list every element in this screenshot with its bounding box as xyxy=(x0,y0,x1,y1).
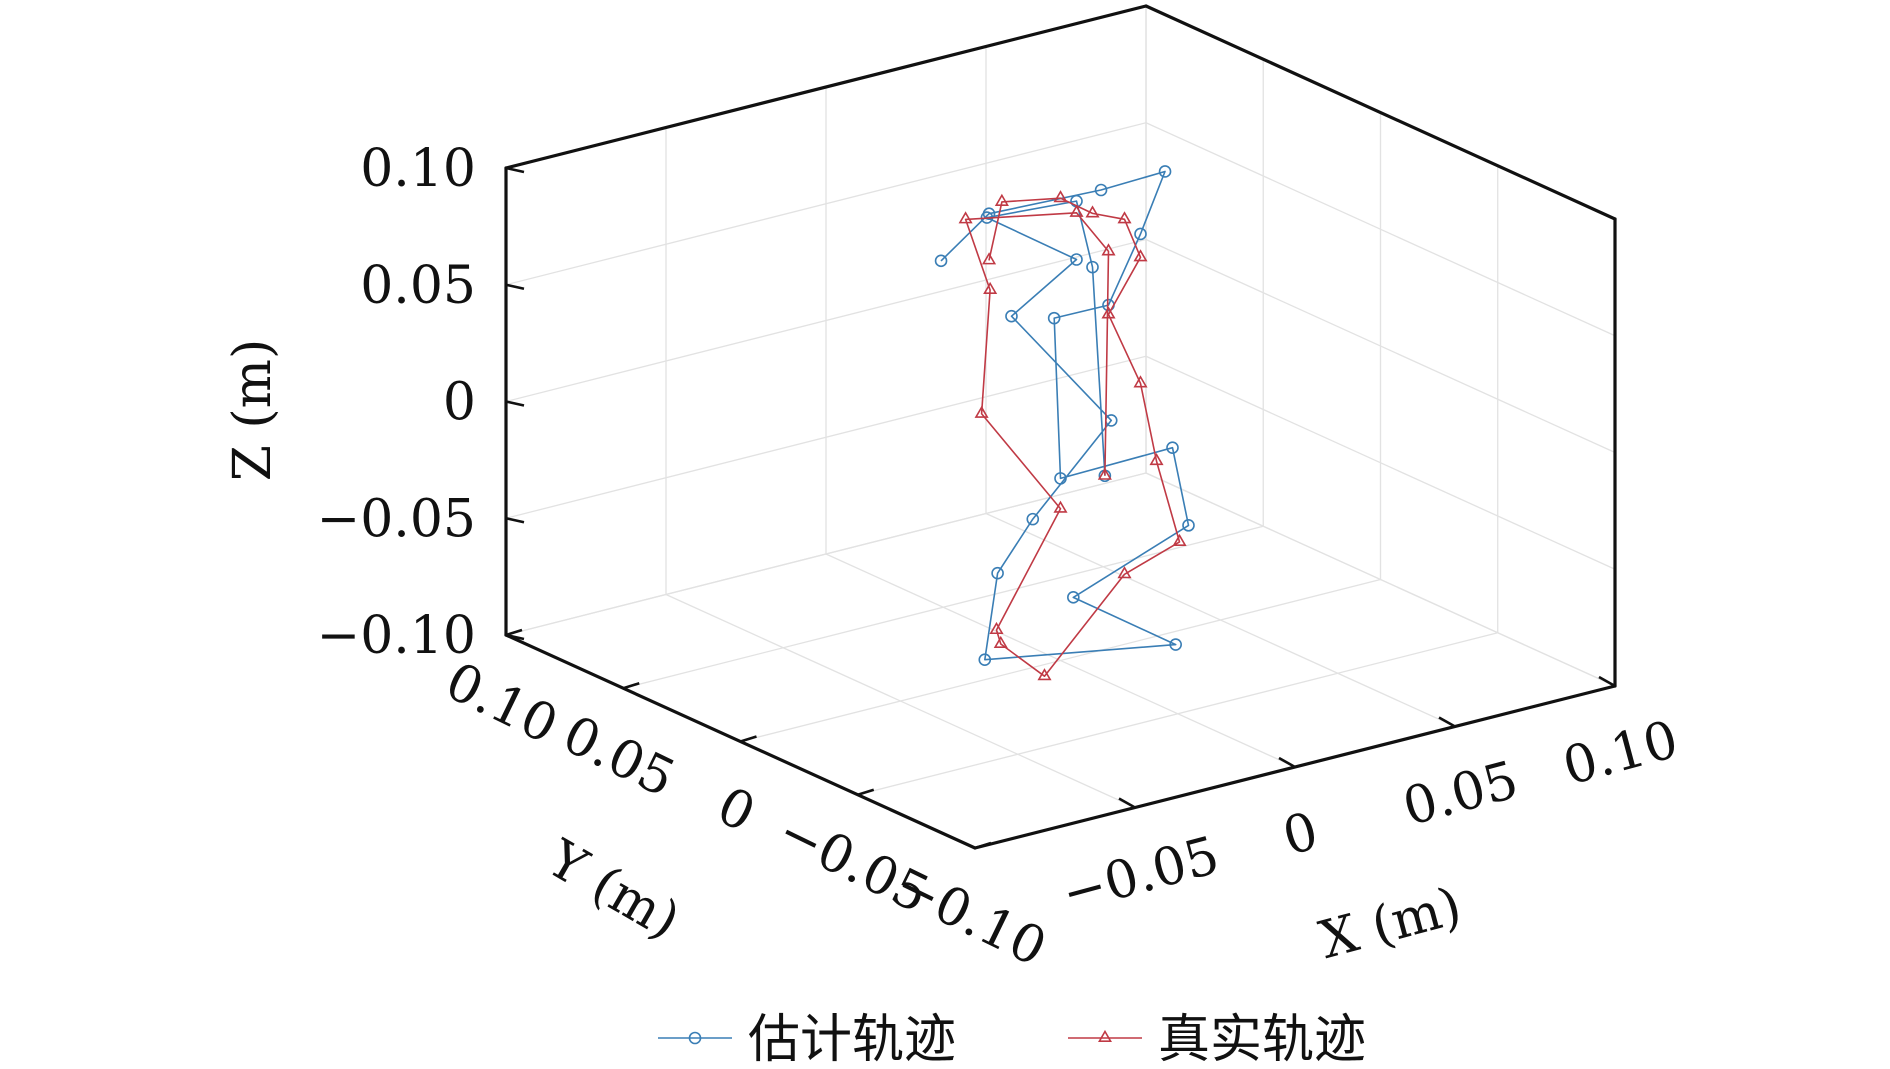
data-point-ground-truth xyxy=(994,193,1009,206)
series-layer xyxy=(934,165,1195,681)
z-tick-label: −0.10 xyxy=(317,606,476,666)
axis-ticks: 0.100.050−0.05−0.10−0.05 0 0.05 0.100.100.0… xyxy=(317,139,1685,979)
z-tick xyxy=(505,166,525,174)
legend-entry-estimated: 估计轨迹 xyxy=(658,1010,956,1069)
x-tick-label: 0 xyxy=(1277,801,1324,868)
x-tick xyxy=(1118,797,1136,809)
z-axis-label: Z (m) xyxy=(223,339,283,482)
data-point-estimated xyxy=(934,254,948,268)
y-tick xyxy=(505,628,523,637)
data-point-estimated xyxy=(1067,591,1080,604)
data-point-ground-truth xyxy=(1133,375,1148,388)
left-wall-gridline-z xyxy=(505,122,1147,286)
legend-marker-estimated xyxy=(688,1031,702,1045)
data-point-ground-truth xyxy=(958,211,973,224)
grid-lines xyxy=(505,5,1616,849)
y-tick xyxy=(974,841,992,850)
data-point-estimated xyxy=(978,653,992,667)
series-line-estimated xyxy=(940,170,1190,661)
top-back-right-edge xyxy=(1144,4,1617,221)
floor-gridline-x xyxy=(985,512,1456,728)
data-point-estimated xyxy=(1070,253,1083,266)
data-point-estimated xyxy=(1026,512,1040,526)
x-axis-label: X (m) xyxy=(1314,876,1468,971)
series-line-ground-truth xyxy=(964,197,1181,678)
legend-label-estimated: 估计轨迹 xyxy=(748,1010,956,1069)
data-point-ground-truth xyxy=(1172,533,1187,546)
y-tick xyxy=(740,735,757,743)
data-point-estimated xyxy=(1005,309,1018,323)
y-tick xyxy=(622,682,640,690)
x-tick xyxy=(1438,716,1456,728)
left-wall-gridline-z xyxy=(505,238,1147,403)
z-tick xyxy=(505,516,525,524)
top-back-left-edge xyxy=(504,4,1148,170)
x-tick-label: 0.05 xyxy=(1397,750,1524,838)
data-point-ground-truth xyxy=(1053,500,1068,513)
data-point-estimated xyxy=(1134,227,1147,241)
data-point-estimated xyxy=(1182,519,1195,532)
data-point-estimated xyxy=(1054,472,1067,485)
data-point-ground-truth xyxy=(983,281,998,295)
data-point-ground-truth xyxy=(989,621,1004,635)
data-point-ground-truth xyxy=(974,405,989,418)
data-point-estimated xyxy=(1166,441,1179,454)
data-point-ground-truth xyxy=(1097,467,1112,480)
y-tick-label: 0 xyxy=(708,776,764,844)
x-tick-label: 0.10 xyxy=(1557,710,1684,798)
data-point-estimated xyxy=(991,566,1004,580)
data-point-estimated xyxy=(1094,183,1108,197)
legend-entry-ground-truth: 真实轨迹 xyxy=(1068,1010,1366,1069)
z-tick xyxy=(505,283,525,291)
floor-gridline-y xyxy=(623,525,1264,689)
y-tick xyxy=(857,788,875,796)
data-point-estimated xyxy=(1086,260,1099,274)
data-point-ground-truth xyxy=(993,635,1008,649)
right-wall-gridline-z xyxy=(1145,122,1616,337)
data-point-ground-truth xyxy=(1069,204,1084,217)
data-point-ground-truth xyxy=(1101,243,1116,256)
z-tick-label: 0 xyxy=(443,373,476,433)
floor-gridline-y xyxy=(740,578,1381,743)
y-tick-label: 0.05 xyxy=(554,705,684,810)
data-point-ground-truth xyxy=(1117,566,1132,579)
legend-marker-ground-truth xyxy=(1098,1029,1112,1042)
data-point-ground-truth xyxy=(982,252,997,265)
data-point-ground-truth xyxy=(1037,668,1052,681)
data-point-estimated xyxy=(1169,638,1182,651)
data-point-ground-truth xyxy=(1085,205,1100,218)
z-tick xyxy=(505,400,525,407)
z-tick-label: 0.05 xyxy=(360,256,476,316)
x-tick xyxy=(1278,756,1296,769)
data-point-ground-truth xyxy=(1053,190,1068,203)
data-point-ground-truth xyxy=(1101,306,1116,319)
data-point-estimated xyxy=(1047,311,1061,325)
x-tick xyxy=(1598,675,1616,688)
data-point-ground-truth xyxy=(1149,452,1164,466)
z-tick-label: −0.05 xyxy=(317,489,476,549)
y-tick-label: 0.10 xyxy=(436,651,566,756)
data-point-ground-truth xyxy=(1133,249,1148,262)
legend: 估计轨迹 真实轨迹 xyxy=(658,1010,1366,1069)
z-tick xyxy=(505,633,525,641)
right-wall-gridline-z xyxy=(1145,238,1616,454)
z-tick-label: 0.10 xyxy=(360,139,476,199)
y-tick-label: −0.10 xyxy=(886,855,1056,979)
data-point-ground-truth xyxy=(1117,211,1132,224)
legend-label-ground-truth: 真实轨迹 xyxy=(1158,1010,1366,1069)
data-point-estimated xyxy=(1158,165,1172,178)
y-axis-label: Y (m) xyxy=(537,829,690,952)
x-tick-label: −0.05 xyxy=(1056,825,1225,924)
